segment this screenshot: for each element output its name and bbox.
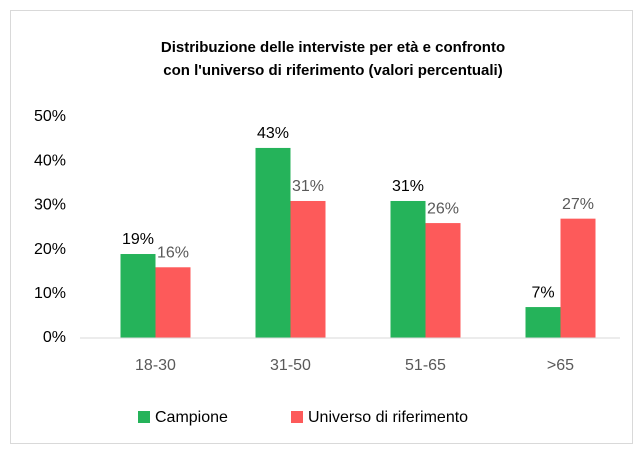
y-tick-label: 50%: [34, 108, 66, 125]
chart-title: Distribuzione delle interviste per età e…: [161, 39, 505, 56]
legend-swatch: [138, 411, 150, 423]
y-tick-label: 0%: [43, 329, 66, 346]
legend-swatch: [291, 411, 303, 423]
y-tick-label: 30%: [34, 197, 66, 214]
value-label: 16%: [157, 244, 189, 261]
chart-title: con l'universo di riferimento (valori pe…: [163, 62, 502, 79]
value-label: 31%: [392, 178, 424, 195]
value-label: 7%: [531, 284, 554, 301]
x-tick-label: >65: [547, 357, 574, 374]
bar: [390, 200, 426, 338]
bar: [255, 147, 291, 338]
x-tick-label: 18-30: [135, 357, 176, 374]
y-tick-label: 40%: [34, 152, 66, 169]
bar: [525, 307, 561, 338]
bar: [120, 254, 156, 338]
x-tick-label: 51-65: [405, 357, 446, 374]
value-label: 43%: [257, 125, 289, 142]
legend-label: Campione: [155, 409, 228, 426]
bar: [290, 200, 326, 338]
value-label: 26%: [427, 200, 459, 217]
x-tick-label: 31-50: [270, 357, 311, 374]
bar: [155, 267, 191, 338]
bar: [425, 223, 461, 338]
value-label: 19%: [122, 231, 154, 248]
value-label: 31%: [292, 178, 324, 195]
y-tick-label: 10%: [34, 285, 66, 302]
legend-label: Universo di riferimento: [308, 409, 468, 426]
value-label: 27%: [562, 196, 594, 213]
y-tick-label: 20%: [34, 241, 66, 258]
bar: [560, 218, 596, 338]
